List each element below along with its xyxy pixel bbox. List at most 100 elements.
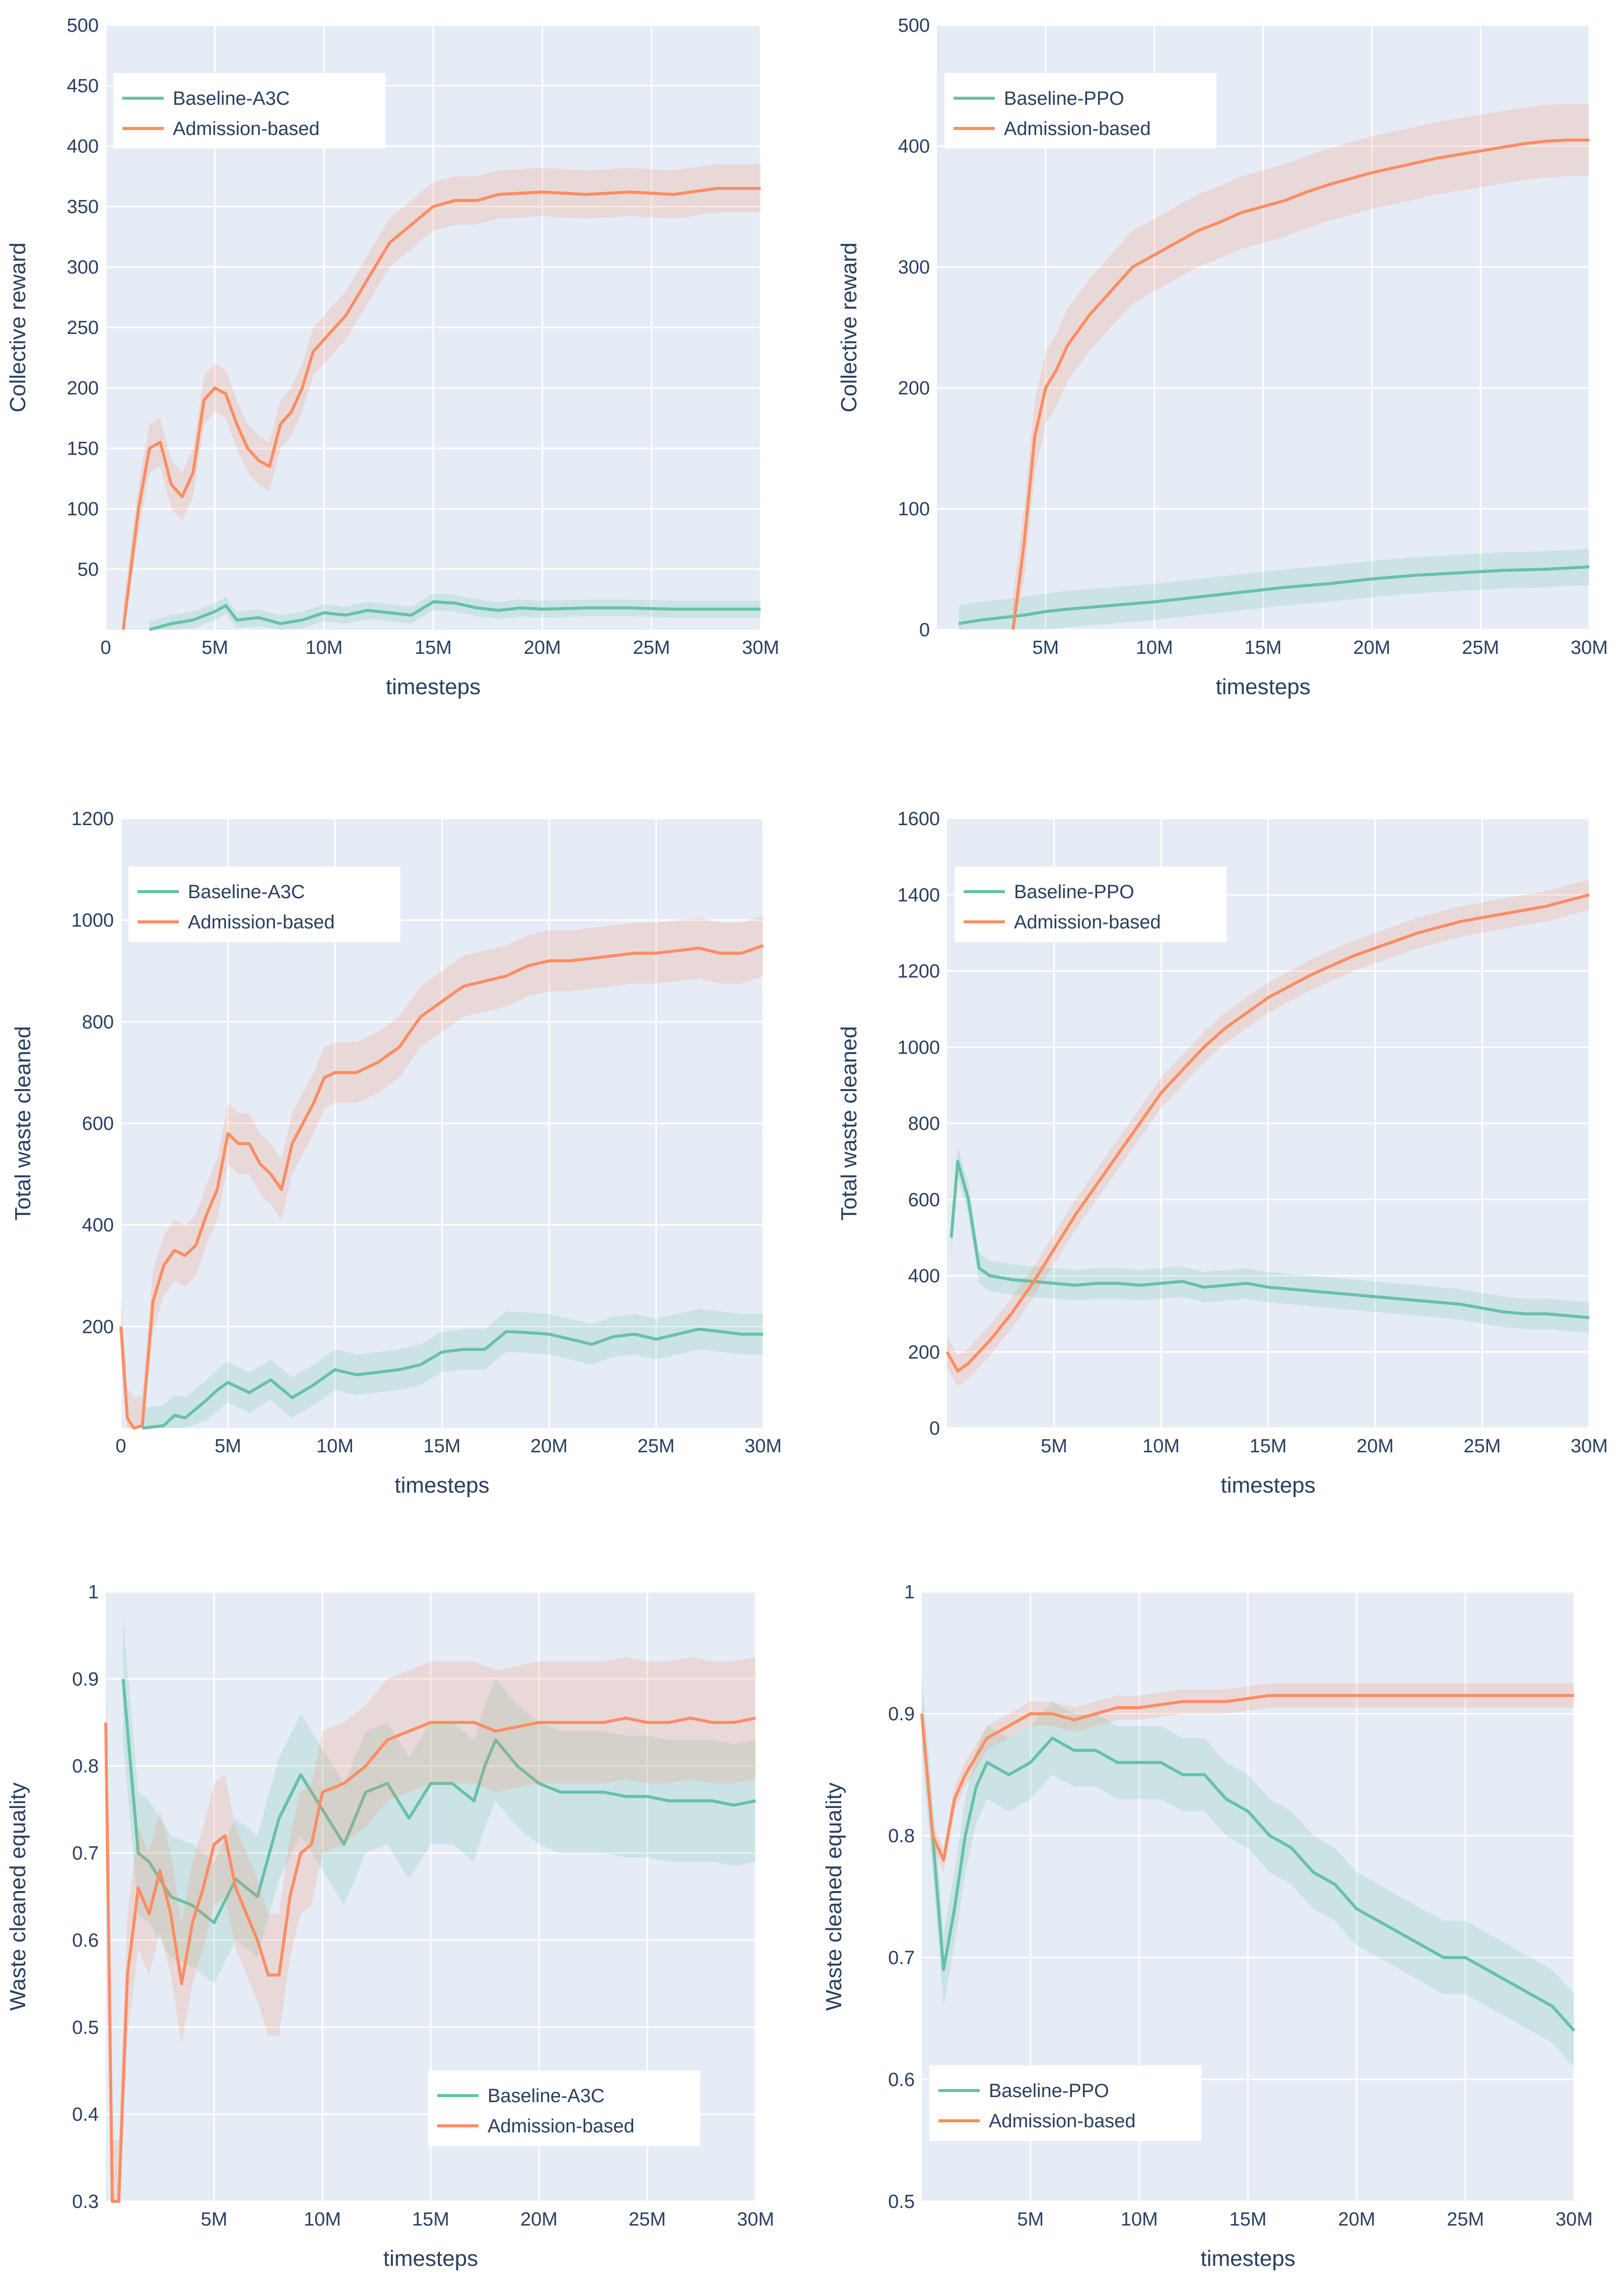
series-line-admission [920,1694,1574,1862]
x-tick-label: 25M [1462,637,1499,658]
legend-label-admission: Admission-based [488,2116,634,2137]
chart-a3c-waste: 0 5M 10M 15M 20M 25M 30M 200 400 600 800 1000 1200 ti… [11,809,782,1498]
legend: Baseline-A3C Admission-based [128,866,400,942]
x-tick-label: 30M [1571,1436,1608,1457]
series-band-admission [106,1657,756,2201]
y-tick-label: 600 [908,1189,940,1211]
legend-box [929,2065,1201,2141]
x-axis-title: timesteps [1200,2246,1295,2271]
y-axis-title: Collective reward [837,242,861,412]
x-tick-label: 5M [215,1436,241,1457]
x-tick-label: 15M [424,1436,461,1457]
y-tick-label: 350 [67,196,99,218]
series-band-baseline [123,1618,756,1984]
x-tick-label: 25M [638,1436,675,1457]
y-tick-label: 400 [898,136,930,157]
x-tick-label: 10M [316,1436,354,1457]
series-band-admission [922,1683,1574,1872]
y-axis-title: Collective reward [6,242,30,412]
x-tick-label: 20M [530,1436,568,1457]
legend: Baseline-PPO Admission-based [955,866,1227,942]
y-axis-title: Waste cleaned equality [822,1782,846,2010]
y-tick-label: 0.6 [72,1930,99,1951]
y-tick-label: 200 [908,1342,940,1363]
y-axis-title: Waste cleaned equality [6,1782,30,2010]
y-tick-label: 500 [67,15,99,36]
y-tick-label: 300 [67,257,99,278]
chart-ppo-equality: 5M 10M 15M 20M 25M 30M 0.5 0.6 0.7 0.8 0.9 1 timeste… [822,1582,1593,2271]
series-line-baseline [149,600,761,631]
y-tick-label: 250 [67,317,99,339]
chart-ppo-reward: 5M 10M 15M 20M 25M 30M 0 100 200 300 400 500 timeste… [837,15,1608,699]
series-line-admission [104,1716,756,2203]
x-tick-label: 30M [745,1436,782,1457]
y-tick-label: 200 [67,378,99,399]
y-tick-label: 300 [898,257,930,278]
y-tick-label: 1000 [71,910,114,931]
x-tick-label: 20M [524,637,561,658]
series-line-admission [1011,139,1589,630]
legend: Baseline-A3C Admission-based [428,2070,700,2146]
x-tick-label: 0 [115,1436,126,1457]
chart-a3c-reward: 0 5M 10M 15M 20M 25M 30M 50 100 150 200 250 300 350 40… [6,15,779,699]
y-tick-label: 0.7 [888,1947,915,1969]
y-axis-title: Total waste cleaned [11,1026,35,1221]
y-tick-label: 1 [88,1582,99,1603]
y-tick-label: 1000 [897,1037,940,1058]
y-tick-label: 0.9 [72,1669,99,1690]
y-tick-label: 0.8 [888,1826,915,1847]
y-tick-label: 200 [898,378,930,399]
y-tick-label: 0 [919,620,930,641]
legend-box [944,73,1216,149]
y-tick-label: 0.6 [888,2069,915,2091]
x-tick-label: 5M [1041,1436,1067,1457]
chart-a3c-equality: 5M 10M 15M 20M 25M 30M 0.3 0.4 0.5 0.6 0.7 0.8 0.9 1 t… [6,1582,774,2271]
x-tick-label: 20M [1338,2209,1375,2230]
y-tick-label: 0.5 [72,2017,99,2038]
legend-label-admission: Admission-based [1014,912,1161,933]
x-axis-title: timesteps [383,2246,478,2271]
x-tick-label: 20M [1357,1436,1394,1457]
legend-label-baseline: Baseline-PPO [989,2080,1109,2102]
y-tick-label: 1200 [897,961,940,982]
series-line-admission [945,893,1590,1373]
x-axis-title: timesteps [1215,675,1310,699]
x-tick-label: 0 [100,637,111,658]
y-tick-label: 400 [908,1266,940,1287]
x-tick-label: 15M [412,2209,449,2230]
series-band-admission [123,164,761,630]
x-tick-label: 20M [520,2209,558,2230]
y-tick-label: 400 [67,136,99,157]
series-line-admission [119,944,764,1430]
x-tick-label: 15M [1245,637,1282,658]
legend-box [113,73,385,149]
x-tick-label: 30M [742,637,779,658]
legend-label-admission: Admission-based [1004,118,1151,140]
x-tick-label: 20M [1353,637,1390,658]
x-tick-label: 5M [201,637,228,658]
x-tick-label: 10M [305,637,343,658]
y-tick-label: 0.4 [72,2104,99,2125]
series-band-baseline [922,1677,1574,2067]
y-tick-label: 400 [82,1215,114,1236]
x-tick-label: 25M [1464,1436,1501,1457]
x-tick-label: 25M [1447,2209,1484,2230]
legend-box [428,2070,700,2146]
y-tick-label: 100 [67,499,99,520]
y-tick-label: 50 [78,559,99,580]
x-tick-label: 10M [304,2209,341,2230]
legend: Baseline-PPO Admission-based [929,2065,1201,2141]
y-tick-label: 1 [904,1582,915,1603]
y-tick-label: 500 [898,15,930,36]
x-axis-title: timesteps [386,675,481,699]
legend-label-admission: Admission-based [989,2111,1135,2132]
y-tick-label: 1600 [897,809,940,830]
y-tick-label: 0.9 [888,1704,915,1725]
y-axis-title: Total waste cleaned [837,1026,861,1221]
series-line-baseline [920,1713,1576,2032]
y-tick-label: 0.5 [888,2191,915,2212]
x-tick-label: 5M [1017,2209,1044,2230]
legend-label-baseline: Baseline-A3C [173,88,290,109]
x-tick-label: 30M [737,2209,774,2230]
